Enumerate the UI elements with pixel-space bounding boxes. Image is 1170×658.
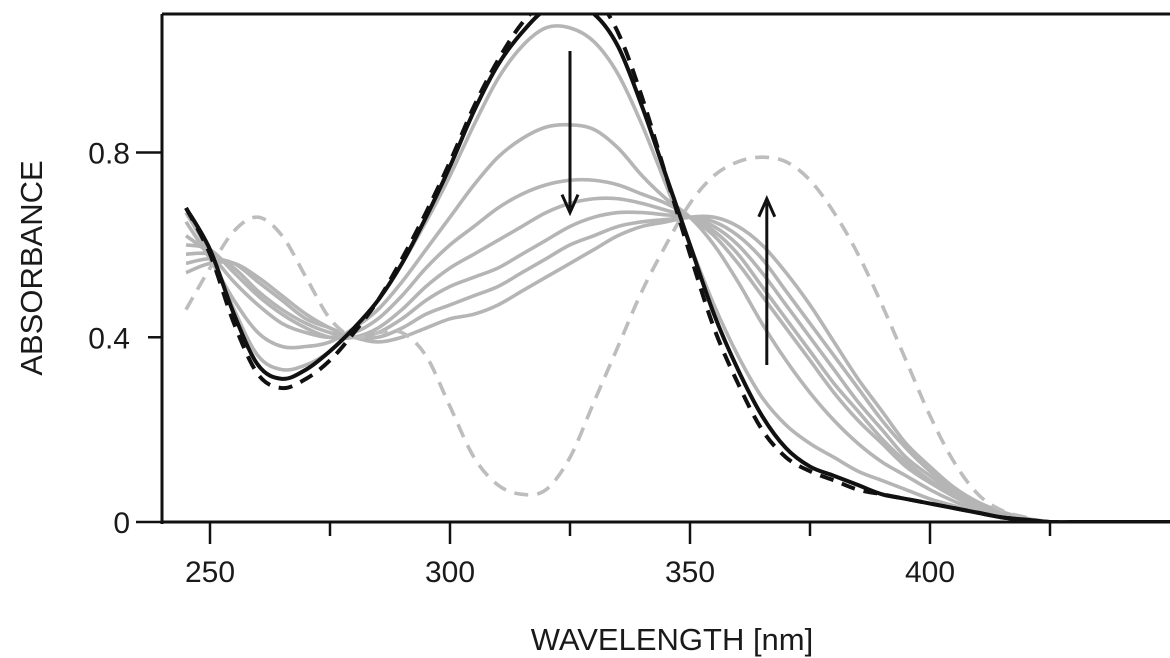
series-line-6 (185, 196, 1170, 522)
series-line-10 (184, 155, 1170, 522)
x-tick-label-250: 250 (185, 556, 235, 589)
axes-layer (136, 12, 1170, 544)
x-axis-title: WAVELENGTH [nm] (531, 622, 813, 657)
series-line-1 (184, 14, 1170, 522)
arrow-down-head (560, 193, 580, 217)
series-line-7 (185, 210, 1170, 522)
arrow-up-head (757, 195, 777, 218)
y-tick-label-0: 0 (113, 507, 130, 540)
y-tick-label-0.4: 0.4 (88, 322, 130, 355)
annotation-layer (560, 50, 777, 365)
series-layer (184, 14, 1170, 522)
x-tick-label-300: 300 (425, 556, 475, 589)
series-line-2 (184, 14, 1170, 522)
tick-label-layer: 250 300 350 400 0 0.4 0.8 (88, 138, 955, 589)
series-line-3 (184, 24, 1170, 522)
x-tick-label-350: 350 (665, 556, 715, 589)
x-tick-label-400: 400 (905, 556, 955, 589)
series-line-5 (184, 177, 1170, 522)
y-tick-label-0.8: 0.8 (88, 138, 130, 171)
series-line-9 (185, 214, 1170, 522)
series-line-8 (185, 215, 1170, 522)
y-axis-title: ABSORBANCE (14, 160, 49, 375)
